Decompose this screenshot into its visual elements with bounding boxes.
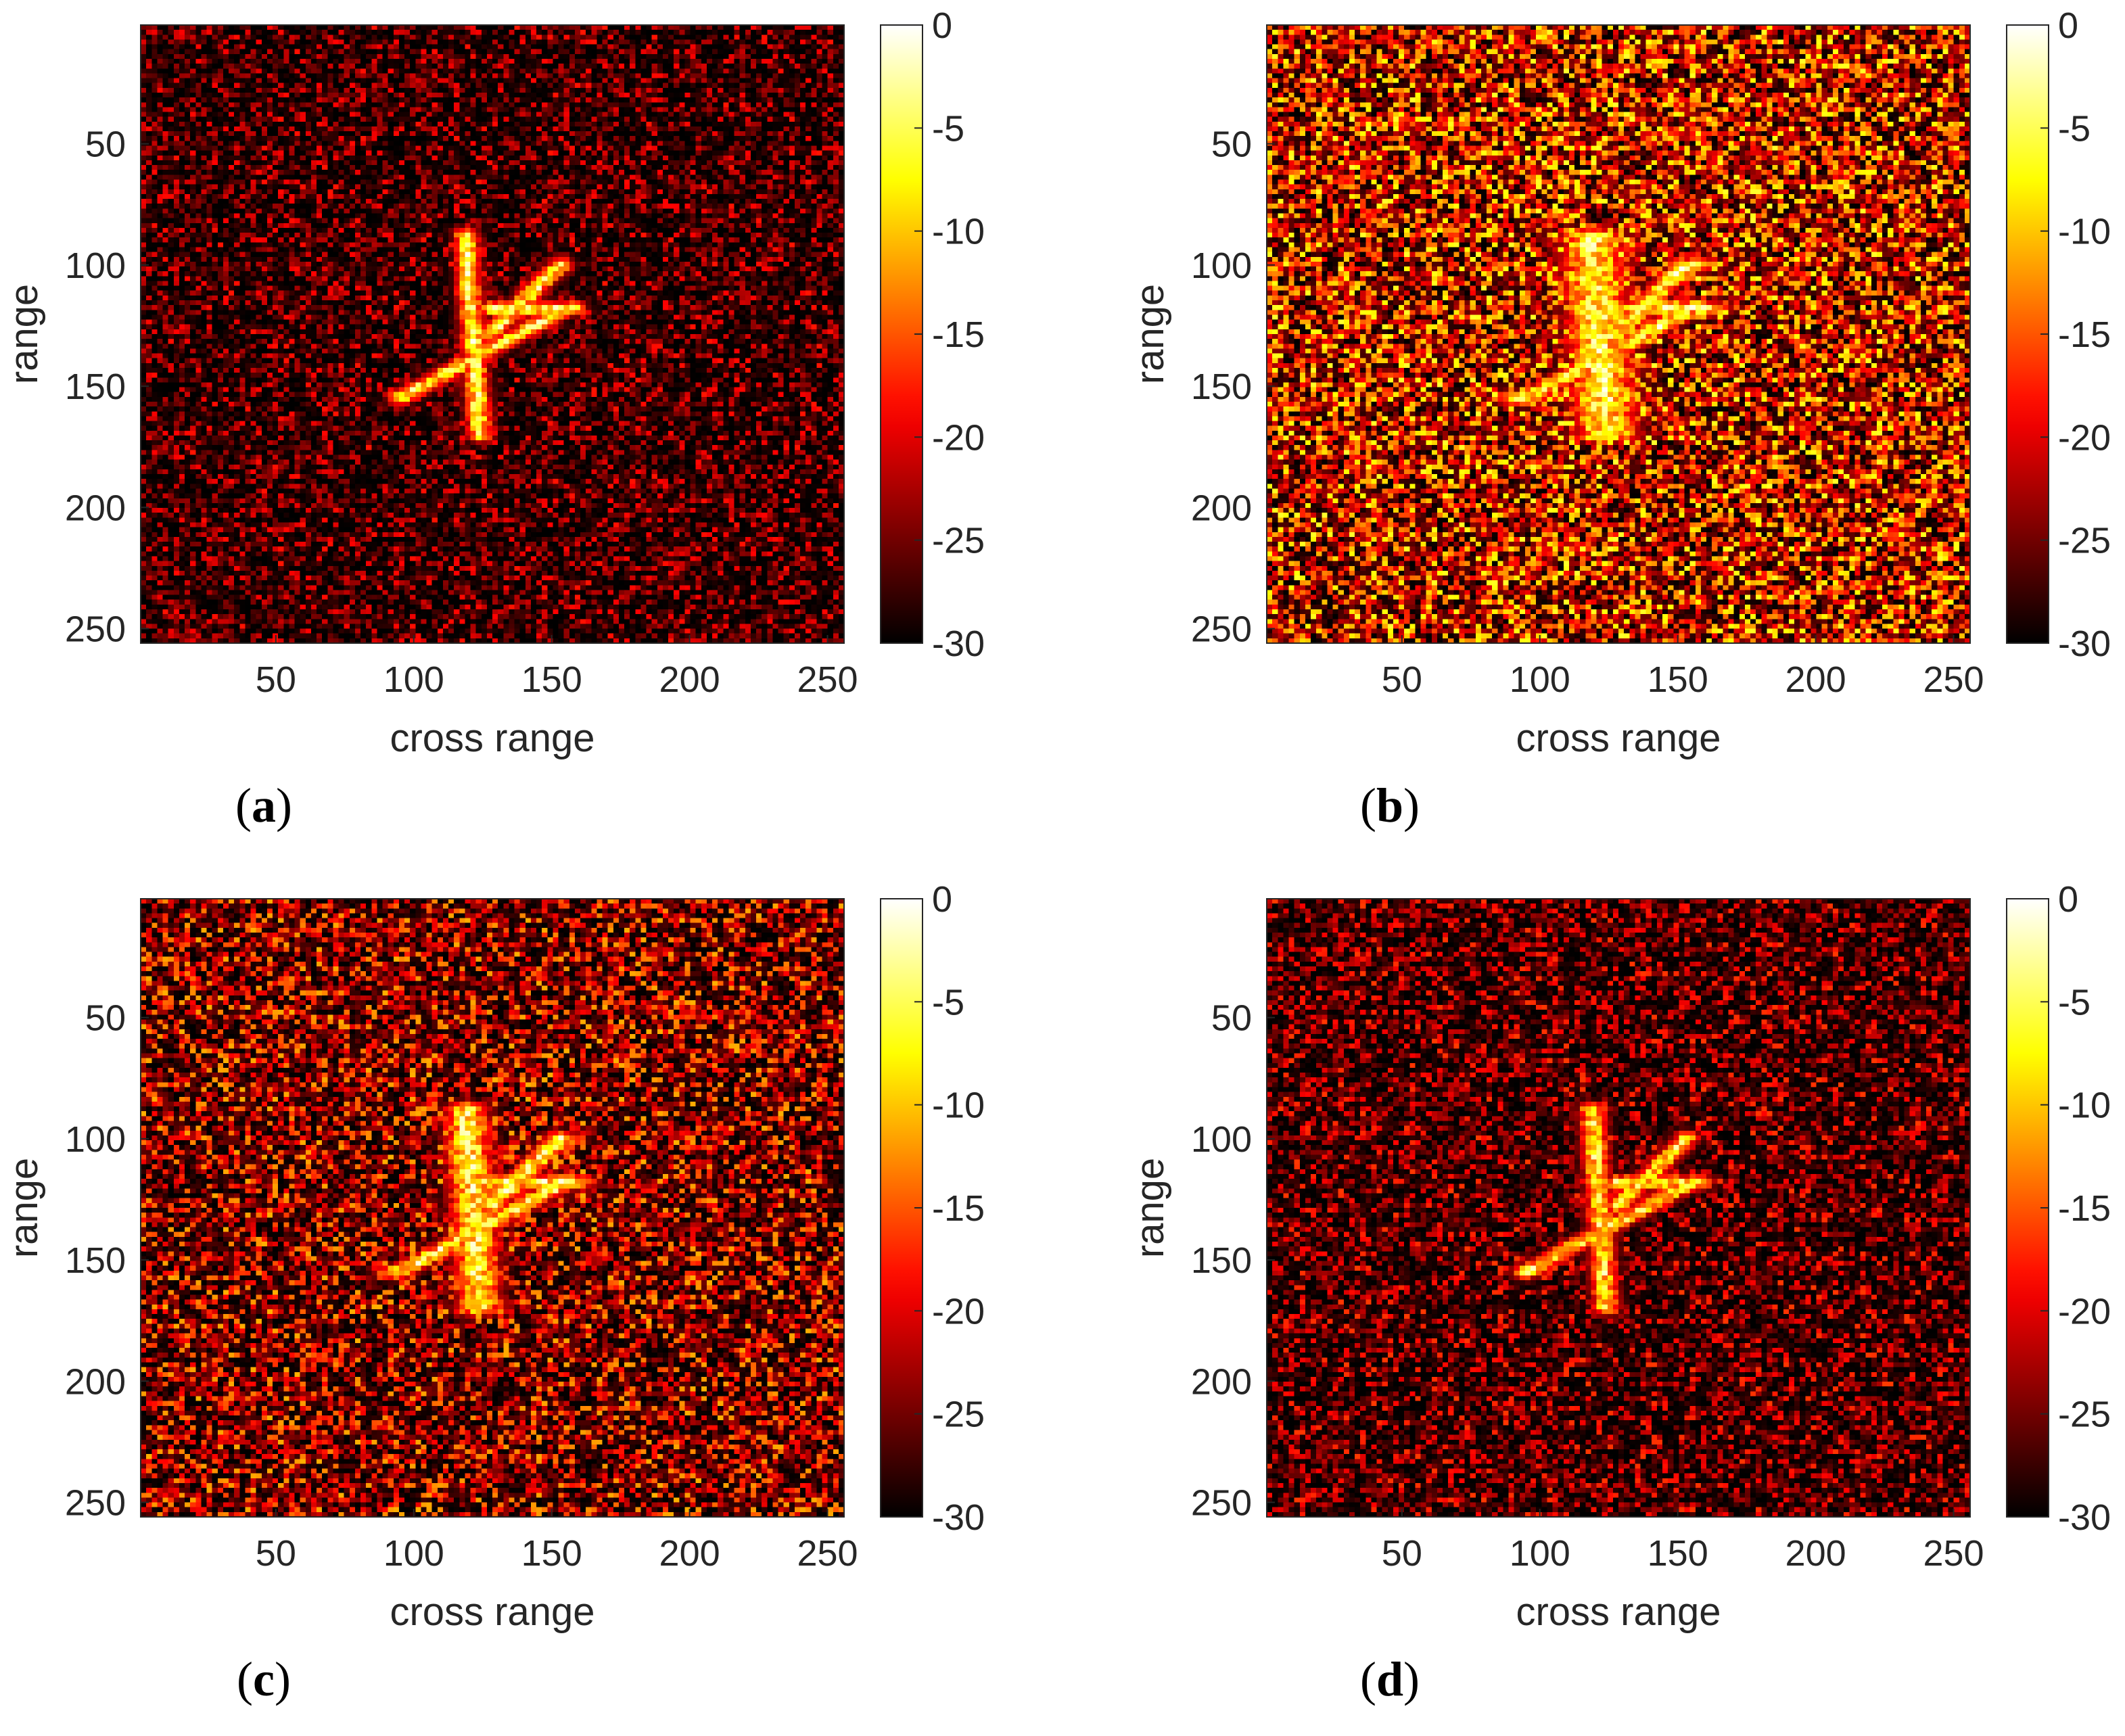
colorbar-tick-label: -25 xyxy=(932,1394,985,1435)
panel-d: 50 100 150 200 250 50 100 150 200 250 cross range r… xyxy=(1126,874,2125,1736)
x-axis-label: cross range xyxy=(1516,1590,1721,1634)
y-tick-label: 100 xyxy=(1191,1119,1252,1160)
x-tick-label: 100 xyxy=(1510,1533,1570,1574)
x-tick-label: 250 xyxy=(797,659,858,700)
y-tick-label: 200 xyxy=(1191,1361,1252,1402)
colorbar-tick-label: -10 xyxy=(2058,1085,2111,1126)
y-axis-label: range xyxy=(2,1158,46,1258)
x-tick-label: 150 xyxy=(521,659,582,700)
colorbar-tick-label: -10 xyxy=(932,1085,985,1126)
colorbar-tick-label: -20 xyxy=(2058,417,2111,458)
colorbar-tick-label: 0 xyxy=(932,5,952,46)
y-tick-label: 100 xyxy=(1191,245,1252,286)
isar-image-plot-b: 50 100 150 200 250 50 100 150 200 250 cross range r… xyxy=(1128,5,2111,760)
colorbar-tick-label: -15 xyxy=(932,314,985,355)
y-tick-label: 50 xyxy=(1211,998,1252,1039)
x-tick-label: 150 xyxy=(521,1533,582,1574)
x-tick-label: 200 xyxy=(659,1533,720,1574)
y-axis-label: range xyxy=(2,284,46,384)
x-tick-label: 50 xyxy=(1382,659,1422,700)
x-tick-label: 50 xyxy=(1382,1533,1422,1574)
x-tick-label: 100 xyxy=(383,1533,444,1574)
colorbar-tick-label: -30 xyxy=(2058,1497,2111,1538)
y-axis-label: range xyxy=(1128,284,1172,384)
isar-image-plot-a: 50 100 150 200 250 50 100 150 200 250 cross range r… xyxy=(2,5,985,760)
y-tick-label: 150 xyxy=(65,1240,126,1281)
colorbar-tick-label: -5 xyxy=(2058,108,2091,149)
colorbar-tick-label: -15 xyxy=(2058,314,2111,355)
colorbar-tick-label: 0 xyxy=(932,879,952,920)
x-tick-label: 250 xyxy=(1923,659,1984,700)
isar-image-plot-d: 50 100 150 200 250 50 100 150 200 250 cross range r… xyxy=(1128,879,2111,1634)
colorbar-tick-label: -30 xyxy=(932,624,985,664)
x-tick-label: 100 xyxy=(1510,659,1570,700)
colorbar-tick-label: -30 xyxy=(932,1497,985,1538)
plot-frame xyxy=(140,24,845,644)
colorbar-tick-label: 0 xyxy=(2058,879,2078,920)
isar-image-plot-c: 50 100 150 200 250 50 100 150 200 250 cross range r… xyxy=(2,879,985,1634)
x-tick-label: 200 xyxy=(1785,1533,1846,1574)
y-tick-label: 50 xyxy=(85,124,126,165)
colorbar-tick-label: -5 xyxy=(932,108,964,149)
colorbar-tick-label: -30 xyxy=(2058,624,2111,664)
colorbar-tick-label: -20 xyxy=(932,417,985,458)
y-tick-label: 100 xyxy=(65,1119,126,1160)
x-axis-label: cross range xyxy=(1516,716,1721,760)
x-tick-label: 200 xyxy=(659,659,720,700)
colorbar-tick-label: 0 xyxy=(2058,5,2078,46)
heatmap-image xyxy=(141,899,844,1517)
y-tick-label: 250 xyxy=(1191,1482,1252,1523)
panel-label-a: (a) xyxy=(235,778,292,832)
y-tick-label: 150 xyxy=(1191,1240,1252,1281)
colorbar-tick-label: -20 xyxy=(2058,1291,2111,1332)
x-tick-label: 150 xyxy=(1648,1533,1708,1574)
panel-label-d: (d) xyxy=(1359,1652,1420,1706)
x-tick-label: 250 xyxy=(797,1533,858,1574)
y-axis-label: range xyxy=(1128,1158,1172,1258)
plot-frame xyxy=(1266,24,1971,644)
panel-label-c: (c) xyxy=(237,1652,291,1706)
colorbar-tick-label: -10 xyxy=(2058,212,2111,252)
colorbar-tick-label: -25 xyxy=(2058,521,2111,561)
y-tick-label: 100 xyxy=(65,245,126,286)
x-tick-label: 250 xyxy=(1923,1533,1984,1574)
plot-frame xyxy=(140,898,845,1518)
colorbar-tick-label: -5 xyxy=(932,982,964,1023)
colorbar-tick-label: -25 xyxy=(932,521,985,561)
panel-a: 50 100 150 200 250 50 100 150 200 250 cross range r… xyxy=(0,0,1062,862)
y-tick-label: 50 xyxy=(85,998,126,1039)
x-tick-label: 150 xyxy=(1648,659,1708,700)
plot-frame xyxy=(1266,898,1971,1518)
x-tick-label: 50 xyxy=(256,659,296,700)
x-tick-label: 50 xyxy=(256,1533,296,1574)
colorbar-tick-label: -10 xyxy=(932,212,985,252)
heatmap-image xyxy=(1267,899,1970,1517)
y-tick-label: 200 xyxy=(1191,488,1252,528)
x-axis-label: cross range xyxy=(390,716,594,760)
y-tick-label: 150 xyxy=(1191,367,1252,407)
colorbar-tick-label: -15 xyxy=(2058,1188,2111,1229)
panel-c: 50 100 150 200 250 50 100 150 200 250 cross range r… xyxy=(0,874,1062,1736)
x-axis-label: cross range xyxy=(390,1590,594,1634)
y-tick-label: 200 xyxy=(65,488,126,528)
colorbar-tick-label: -15 xyxy=(932,1188,985,1229)
heatmap-image xyxy=(141,25,844,643)
colorbar-tick-label: -20 xyxy=(932,1291,985,1332)
y-tick-label: 150 xyxy=(65,367,126,407)
y-tick-label: 250 xyxy=(65,609,126,649)
x-tick-label: 100 xyxy=(383,659,444,700)
heatmap-image xyxy=(1267,25,1970,643)
y-tick-label: 50 xyxy=(1211,124,1252,165)
colorbar-tick-label: -5 xyxy=(2058,982,2091,1023)
y-tick-label: 250 xyxy=(65,1482,126,1523)
panel-b: 50 100 150 200 250 50 100 150 200 250 cross range r… xyxy=(1126,0,2125,862)
colorbar-tick-label: -25 xyxy=(2058,1394,2111,1435)
y-tick-label: 200 xyxy=(65,1361,126,1402)
panel-label-b: (b) xyxy=(1359,778,1420,832)
x-tick-label: 200 xyxy=(1785,659,1846,700)
y-tick-label: 250 xyxy=(1191,609,1252,649)
